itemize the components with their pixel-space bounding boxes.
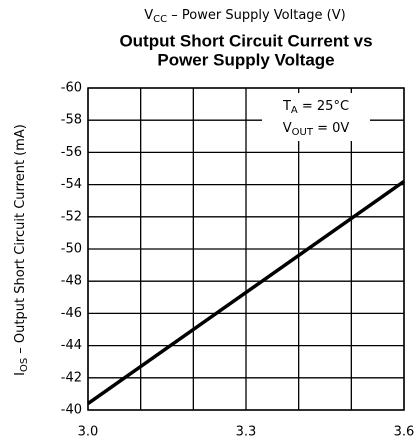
data-line xyxy=(86,179,406,405)
y-tick-label: -58 xyxy=(61,113,82,128)
y-tick-label: -50 xyxy=(61,242,82,257)
y-axis-label-part: I xyxy=(13,372,28,376)
annotation-part: T xyxy=(282,99,291,114)
y-tick-label: -52 xyxy=(61,209,82,224)
annotation-part: = 0V xyxy=(313,121,349,136)
y-tick-label: -42 xyxy=(61,370,82,385)
annotation-part: = 25°C xyxy=(298,99,349,114)
annotation-box xyxy=(262,93,370,141)
y-tick-label: -44 xyxy=(61,338,82,353)
annotation-sub: A xyxy=(291,105,298,116)
y-tick-label: -48 xyxy=(61,274,82,289)
chart-title: Output Short Circuit Current vs xyxy=(119,31,372,50)
y-axis-label: IOS – Output Short Circuit Current (mA) xyxy=(13,124,31,376)
x-axis-label-part: V xyxy=(144,8,153,23)
x-axis-label: VCC – Power Supply Voltage (V) xyxy=(144,8,345,26)
y-tick-label: -54 xyxy=(61,177,82,192)
plot-frame xyxy=(87,87,405,411)
annotation: TA = 25°C xyxy=(282,99,349,117)
x-axis-label-part: – Power Supply Voltage (V) xyxy=(167,8,346,23)
annotation-part: V xyxy=(283,121,292,136)
chart-title: Power Supply Voltage xyxy=(157,50,334,69)
x-tick-label: 3.6 xyxy=(394,425,415,440)
y-tick-label: -56 xyxy=(61,145,82,160)
y-tick-label: -60 xyxy=(61,81,82,96)
x-axis-label-sub: CC xyxy=(153,14,167,25)
x-tick-label: 3.0 xyxy=(78,425,99,440)
y-axis-label-sub: OS xyxy=(19,358,30,372)
y-tick-label: -40 xyxy=(61,403,82,418)
x-tick-label: 3.3 xyxy=(236,425,257,440)
annotation: VOUT = 0V xyxy=(283,121,350,139)
y-axis-label-part: – Output Short Circuit Current (mA) xyxy=(13,124,28,358)
annotation-sub: OUT xyxy=(292,127,314,138)
y-tick-label: -46 xyxy=(61,306,82,321)
